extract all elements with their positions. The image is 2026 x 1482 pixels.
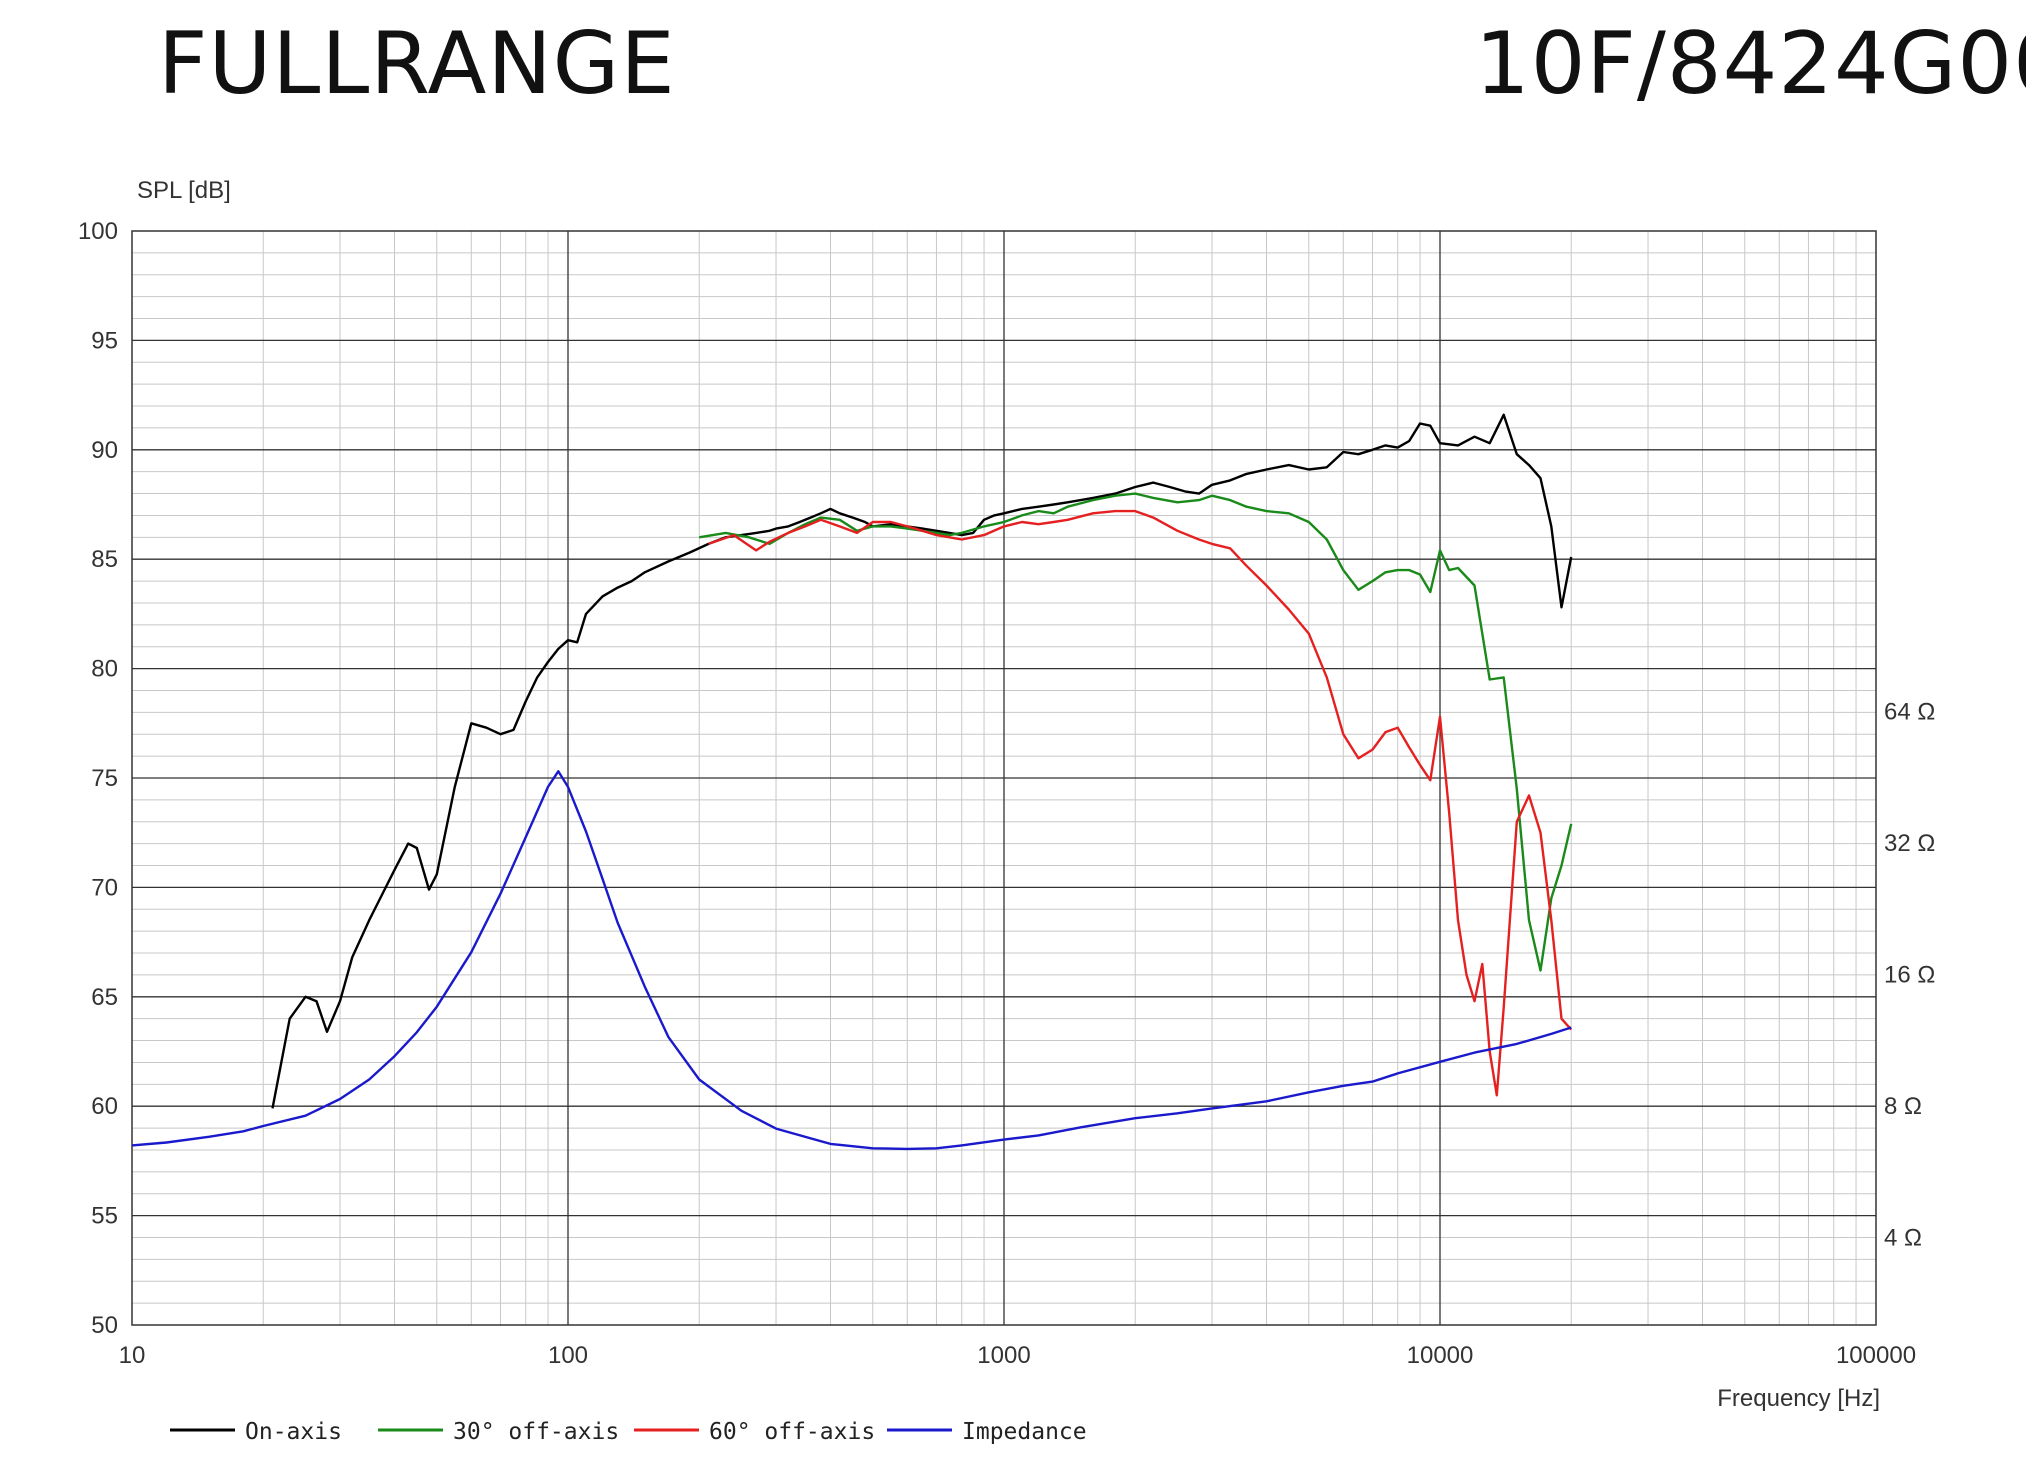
impedance-tick-label: 4 Ω: [1884, 1225, 1922, 1252]
x-tick-labels: 10 100 1000 10000 100000: [119, 1342, 1916, 1369]
legend-label: 30° off-axis: [453, 1419, 619, 1445]
x-tick-label: 100000: [1836, 1342, 1916, 1369]
y-tick-label: 90: [91, 437, 118, 464]
major-grid: [132, 231, 1876, 1325]
model-number-title: 10F/8424G00: [1475, 14, 2026, 114]
legend-label: Impedance: [962, 1419, 1087, 1445]
series-line-1: [271, 413, 1573, 1109]
y-tick-label: 80: [91, 656, 118, 683]
x-tick-label: 100: [548, 1342, 588, 1369]
series-line-4: [131, 770, 1572, 1151]
legend: On-axis 30° off-axis 60° off-axis Impedance: [170, 1419, 1087, 1445]
series-line-3: [708, 509, 1573, 1097]
y-tick-label: 95: [91, 327, 118, 354]
legend-label: 60° off-axis: [709, 1419, 875, 1445]
impedance-tick-label: 32 Ω: [1884, 830, 1935, 857]
x-axis-label: Frequency [Hz]: [1717, 1385, 1880, 1412]
y-tick-label: 60: [91, 1093, 118, 1120]
y-tick-label: 65: [91, 984, 118, 1011]
impedance-tick-label: 16 Ω: [1884, 962, 1935, 989]
x-tick-label: 1000: [977, 1342, 1030, 1369]
impedance-tick-label: 64 Ω: [1884, 699, 1935, 726]
series-layer: [131, 413, 1573, 1151]
y-tick-label: 70: [91, 874, 118, 901]
y-tick-label: 100: [78, 218, 118, 245]
series-line-2: [699, 492, 1573, 972]
plot-frame: [131, 230, 1877, 1326]
product-category-title: FULLRANGE: [158, 14, 676, 114]
y-tick-label: 75: [91, 765, 118, 792]
y-axis-label: SPL [dB]: [137, 177, 231, 204]
impedance-tick-label: 8 Ω: [1884, 1093, 1922, 1120]
x-tick-label: 10000: [1407, 1342, 1474, 1369]
x-tick-label: 10: [119, 1342, 146, 1369]
y-tick-labels: 50 55 60 65 70 75 80 85 90 95 100: [78, 218, 118, 1339]
impedance-tick-labels: 4 Ω 8 Ω 16 Ω 32 Ω 64 Ω: [1884, 699, 1935, 1252]
y-tick-label: 55: [91, 1203, 118, 1230]
legend-label: On-axis: [245, 1419, 342, 1445]
y-tick-label: 50: [91, 1312, 118, 1339]
y-tick-label: 85: [91, 546, 118, 573]
